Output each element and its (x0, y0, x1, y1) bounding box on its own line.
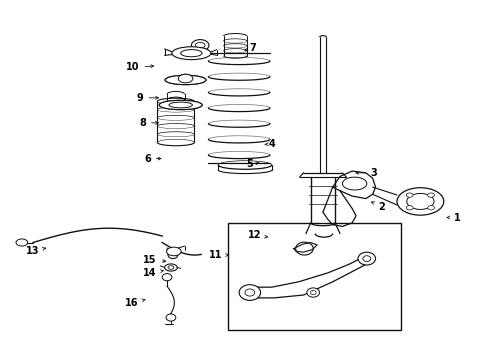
Ellipse shape (307, 288, 319, 297)
Ellipse shape (310, 291, 316, 295)
Text: 10: 10 (126, 63, 153, 72)
Text: 1: 1 (447, 212, 460, 222)
Ellipse shape (169, 102, 193, 108)
Text: 13: 13 (26, 247, 46, 256)
Text: 14: 14 (143, 268, 163, 278)
Ellipse shape (363, 256, 371, 261)
Ellipse shape (16, 239, 28, 246)
Ellipse shape (397, 188, 444, 215)
Text: 12: 12 (248, 230, 268, 240)
Ellipse shape (428, 206, 435, 210)
Ellipse shape (406, 206, 413, 210)
Text: 9: 9 (137, 93, 158, 103)
Text: 3: 3 (356, 168, 377, 178)
Ellipse shape (406, 193, 413, 197)
Ellipse shape (166, 314, 176, 321)
Bar (228, 223, 401, 330)
Text: 6: 6 (144, 154, 161, 163)
Text: 11: 11 (209, 250, 228, 260)
Ellipse shape (181, 50, 202, 57)
Ellipse shape (245, 289, 255, 296)
Ellipse shape (167, 247, 181, 256)
Text: 2: 2 (371, 202, 385, 212)
Text: 16: 16 (125, 298, 145, 308)
Ellipse shape (165, 75, 206, 85)
Text: 15: 15 (143, 255, 166, 265)
Text: 5: 5 (246, 159, 259, 169)
Ellipse shape (162, 274, 172, 281)
Ellipse shape (358, 252, 375, 265)
Ellipse shape (239, 285, 261, 300)
Text: 4: 4 (265, 139, 275, 149)
Ellipse shape (428, 193, 435, 197)
Ellipse shape (178, 74, 193, 83)
Ellipse shape (159, 100, 202, 110)
Text: 8: 8 (139, 118, 158, 128)
Ellipse shape (172, 47, 211, 60)
Ellipse shape (407, 193, 434, 210)
Text: 7: 7 (245, 43, 256, 53)
